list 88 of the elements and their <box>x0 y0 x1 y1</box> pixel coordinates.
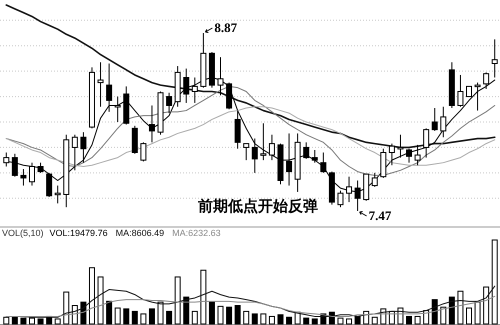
candlestick <box>268 134 275 161</box>
bar <box>337 318 344 324</box>
bar <box>3 316 10 324</box>
candlestick <box>38 162 44 174</box>
bar <box>148 308 155 324</box>
annotation: 前期低点开始反弹 <box>197 198 318 215</box>
bar <box>492 240 498 324</box>
candlestick <box>252 138 258 174</box>
bar <box>208 302 215 324</box>
candlestick <box>388 143 395 166</box>
bar <box>440 306 446 324</box>
candlestick <box>432 108 438 132</box>
bar <box>28 318 35 324</box>
candlestick <box>337 190 344 208</box>
bar <box>268 316 275 324</box>
chart-title: VOL(5,10) <box>2 228 44 238</box>
bar <box>192 310 198 324</box>
bar <box>483 286 490 324</box>
bar <box>38 318 44 324</box>
candlestick <box>414 144 421 166</box>
candlestick <box>474 82 481 112</box>
bar <box>166 310 172 324</box>
bar <box>98 276 104 324</box>
candlestick <box>234 110 241 150</box>
candlestick <box>243 143 250 161</box>
bar <box>354 316 361 324</box>
candlestick <box>148 104 155 143</box>
candlestick <box>286 132 292 186</box>
candlestick <box>28 162 35 186</box>
candlestick <box>372 172 378 188</box>
text: MA:8606.49 <box>116 228 164 238</box>
bar <box>88 267 95 324</box>
candlestick <box>303 142 310 160</box>
candlestick <box>492 38 498 78</box>
candlestick <box>54 185 61 204</box>
bar <box>20 318 26 324</box>
candlestick <box>12 153 18 178</box>
bar <box>226 306 232 324</box>
text: MA:6232.63 <box>172 228 221 238</box>
candlestick <box>440 106 446 138</box>
bar <box>54 318 61 324</box>
bar <box>140 313 146 324</box>
candlestick <box>406 148 412 164</box>
candlestick <box>140 142 146 162</box>
bar <box>372 316 378 324</box>
bar <box>346 318 352 324</box>
candlestick <box>114 96 121 122</box>
candlestick <box>72 134 78 171</box>
bar <box>312 318 318 324</box>
candlestick <box>80 132 86 164</box>
candlestick <box>312 149 318 164</box>
bar <box>200 270 206 324</box>
bar <box>183 296 190 324</box>
bar <box>174 276 181 324</box>
candlestick <box>166 92 172 114</box>
bar <box>63 292 70 324</box>
bar <box>114 308 121 324</box>
bar <box>432 299 438 324</box>
bar <box>243 310 250 324</box>
candlestick <box>466 86 472 98</box>
bar <box>12 316 18 324</box>
annotation: 7.47 <box>368 208 392 223</box>
bar <box>132 310 138 324</box>
bar <box>406 316 412 324</box>
bar <box>448 296 455 324</box>
bar <box>277 314 284 324</box>
candlestick <box>260 122 266 161</box>
candlestick <box>320 152 326 174</box>
candlestick <box>20 168 26 186</box>
text: VOL:19479.76 <box>50 228 108 238</box>
candlestick <box>397 134 404 158</box>
bar <box>234 305 241 324</box>
annotation: 8.87 <box>214 20 238 35</box>
bar <box>303 318 310 324</box>
bar <box>123 308 130 324</box>
bar <box>218 306 224 324</box>
bar <box>466 308 472 324</box>
bar <box>158 302 164 324</box>
bar <box>252 313 258 324</box>
bar <box>286 316 292 324</box>
candlestick <box>98 62 104 108</box>
bar <box>414 316 421 324</box>
candlestick <box>423 128 430 158</box>
bar <box>106 300 112 324</box>
bar <box>260 313 266 324</box>
bar <box>457 290 464 324</box>
bar <box>363 310 370 324</box>
bar <box>474 302 481 324</box>
